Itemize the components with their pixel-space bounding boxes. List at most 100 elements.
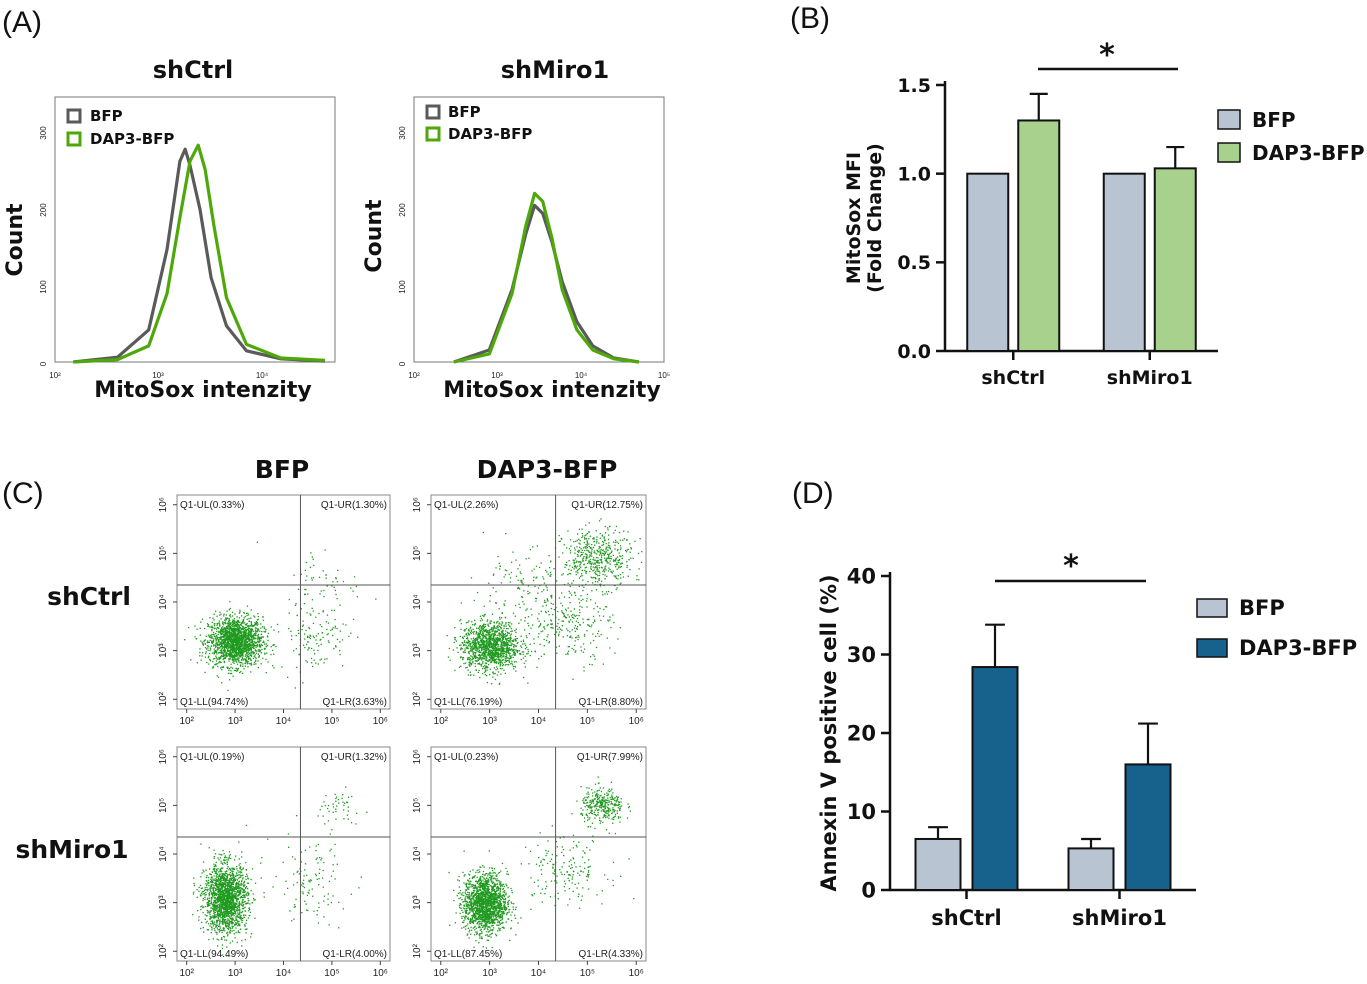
scatter-point <box>336 638 339 640</box>
scatter-point <box>231 627 233 629</box>
legend-swatch-bfp-right <box>425 104 441 120</box>
scatter-point <box>504 657 506 659</box>
scatter-point <box>584 538 586 540</box>
scatter-point <box>252 634 254 636</box>
scatter-point <box>488 654 490 657</box>
scatter-point <box>228 622 230 624</box>
scatter-point <box>231 622 234 624</box>
scatter-point <box>593 563 595 565</box>
scatter-point <box>607 527 609 529</box>
scatter-point <box>221 682 223 684</box>
scatter-point <box>483 605 485 607</box>
scatter-point <box>502 629 504 632</box>
scatter-point <box>599 546 601 548</box>
scatter-point <box>226 630 229 632</box>
scatter-point <box>564 566 566 568</box>
scatter-point <box>515 649 517 651</box>
scatter-point <box>550 623 552 625</box>
scatter-point <box>202 652 204 654</box>
scatter-point <box>609 525 611 528</box>
scatter-point <box>600 619 602 622</box>
scatter-point <box>467 658 469 660</box>
scatter-point <box>568 646 570 648</box>
scatter-point <box>248 657 250 659</box>
scatter-point <box>495 669 497 671</box>
scatter-point <box>246 623 248 625</box>
scatter-point <box>617 578 619 580</box>
scatter-point <box>226 650 228 652</box>
scatter-point <box>233 878 235 880</box>
scatter-point <box>230 654 232 656</box>
scatter-point <box>224 654 227 656</box>
scatter-point <box>228 621 230 623</box>
scatter-point <box>492 630 494 632</box>
scatter-point <box>576 618 579 620</box>
scatter-point <box>626 549 628 551</box>
scatter-point <box>520 572 522 575</box>
scatter-point <box>602 541 604 543</box>
scatter-point <box>486 631 489 633</box>
scatter-point <box>483 637 485 639</box>
scatter-point <box>249 634 251 636</box>
scatter-point <box>510 644 513 647</box>
scatter-point <box>520 581 522 583</box>
scatter-point <box>538 633 540 635</box>
scatter-point <box>481 648 483 650</box>
scatter-point <box>493 628 495 630</box>
scatter-point <box>615 539 617 541</box>
scatter-point <box>226 666 228 668</box>
scatter-point <box>229 867 231 870</box>
scatter-point <box>190 659 192 661</box>
scatter-point <box>515 638 517 640</box>
scatter-point <box>492 633 494 635</box>
scatter-point <box>250 621 252 623</box>
scatter-point <box>620 562 622 564</box>
scatter-point <box>617 638 619 640</box>
scatter-point <box>319 593 321 595</box>
scatter-point <box>480 657 482 660</box>
histogram-ylabel-left: Count <box>3 203 28 277</box>
scatter-point <box>207 900 210 902</box>
scatter-point <box>600 566 603 568</box>
scatter-point <box>221 630 223 632</box>
scatter-point <box>496 661 498 663</box>
scatter-point <box>478 662 481 664</box>
scatter-point <box>275 645 277 648</box>
scatter-point <box>295 648 297 650</box>
scatter-point <box>456 647 458 649</box>
scatter-point <box>505 638 507 641</box>
scatter-point <box>250 625 252 627</box>
scatter-point <box>483 614 486 616</box>
scatter-point <box>486 645 488 647</box>
scatter-point <box>500 623 502 625</box>
scatter-point <box>610 570 612 573</box>
scatter-point <box>603 550 605 553</box>
scatter-point <box>472 624 474 626</box>
scatter-point <box>212 917 214 919</box>
scatter-point <box>248 652 250 654</box>
scatter-point <box>252 652 254 654</box>
scatter-point <box>467 629 470 632</box>
scatter-point <box>598 567 601 569</box>
scatter-point <box>515 670 517 672</box>
scatter-point <box>211 628 213 631</box>
scatter-point <box>214 651 216 653</box>
scatter-point <box>506 651 508 653</box>
scatter-point <box>477 650 479 653</box>
scatter-point <box>594 602 597 604</box>
scatter-point <box>611 550 613 552</box>
scatter-point <box>578 585 580 588</box>
scatter-point <box>258 640 260 642</box>
scatter-point <box>244 615 246 618</box>
scatter-point <box>238 641 240 643</box>
scatter-point <box>224 635 227 637</box>
scatter-point <box>463 635 466 637</box>
scatter-point <box>486 631 488 634</box>
scatter-point <box>234 625 236 627</box>
histogram-shmiro1: BFP DAP3-BFP Count MitoSox intenzity 10²… <box>362 96 670 403</box>
scatter-point <box>540 655 543 658</box>
scatter-point <box>224 651 226 653</box>
scatter-point <box>604 574 606 576</box>
scatter-point <box>516 642 518 644</box>
scatter-point <box>550 595 552 597</box>
